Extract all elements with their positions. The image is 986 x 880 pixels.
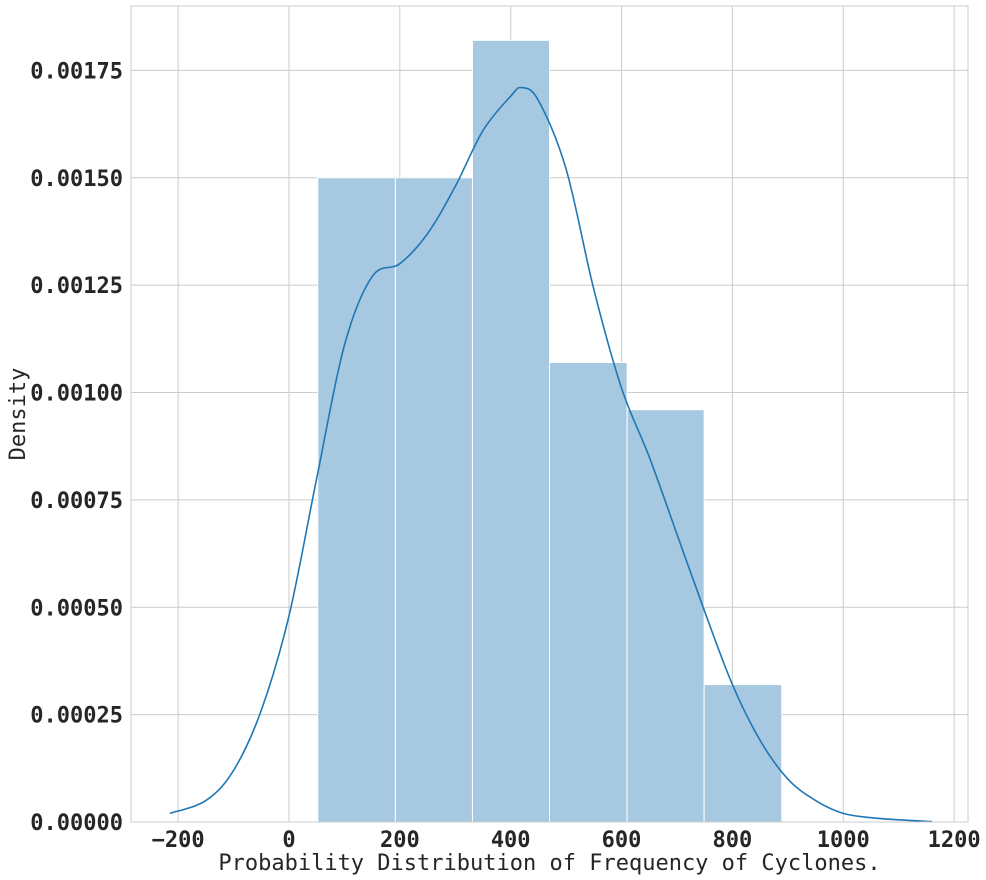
histogram-bar-0 — [317, 177, 396, 823]
x-tick-label-5: 800 — [713, 828, 753, 853]
kde-curve-group — [169, 86, 933, 823]
y-tick-label-0: 0.00000 — [30, 811, 123, 836]
x-tick-label-3: 400 — [491, 828, 531, 853]
kde-curve — [169, 86, 933, 823]
y-tick-label-6: 0.00150 — [30, 167, 123, 192]
histogram-bar-1 — [394, 177, 473, 823]
x-tick-label-2: 200 — [380, 828, 420, 853]
histogram-bar-3 — [549, 361, 628, 823]
x-axis-label: Probability Distribution of Frequency of… — [218, 851, 880, 876]
y-tick-label-3: 0.00075 — [30, 489, 123, 514]
y-tick-label-5: 0.00125 — [30, 274, 123, 299]
y-tick-label-1: 0.00025 — [30, 704, 123, 729]
plot-frame — [130, 5, 969, 823]
x-tick-label-0: −200 — [152, 828, 205, 853]
x-tick-label-7: 1200 — [928, 828, 981, 853]
histogram-bars — [317, 39, 783, 823]
y-tick-label-2: 0.00050 — [30, 596, 123, 621]
y-axis-label: Density — [6, 368, 31, 461]
y-tick-labels: 0.00000 0.00025 0.00050 0.00075 0.00100 0.001… — [30, 59, 123, 836]
x-tick-label-6: 1000 — [817, 828, 870, 853]
y-tick-label-4: 0.00100 — [30, 382, 123, 407]
x-tick-label-4: 600 — [602, 828, 642, 853]
histogram-bar-2 — [471, 39, 551, 823]
histogram-bar-5 — [703, 684, 783, 823]
y-tick-label-7: 0.00175 — [30, 59, 123, 84]
x-tick-labels: −200 0 200 400 600 800 1000 1200 — [152, 828, 981, 853]
histogram-bar-4 — [626, 409, 705, 823]
x-tick-label-1: 0 — [282, 828, 295, 853]
